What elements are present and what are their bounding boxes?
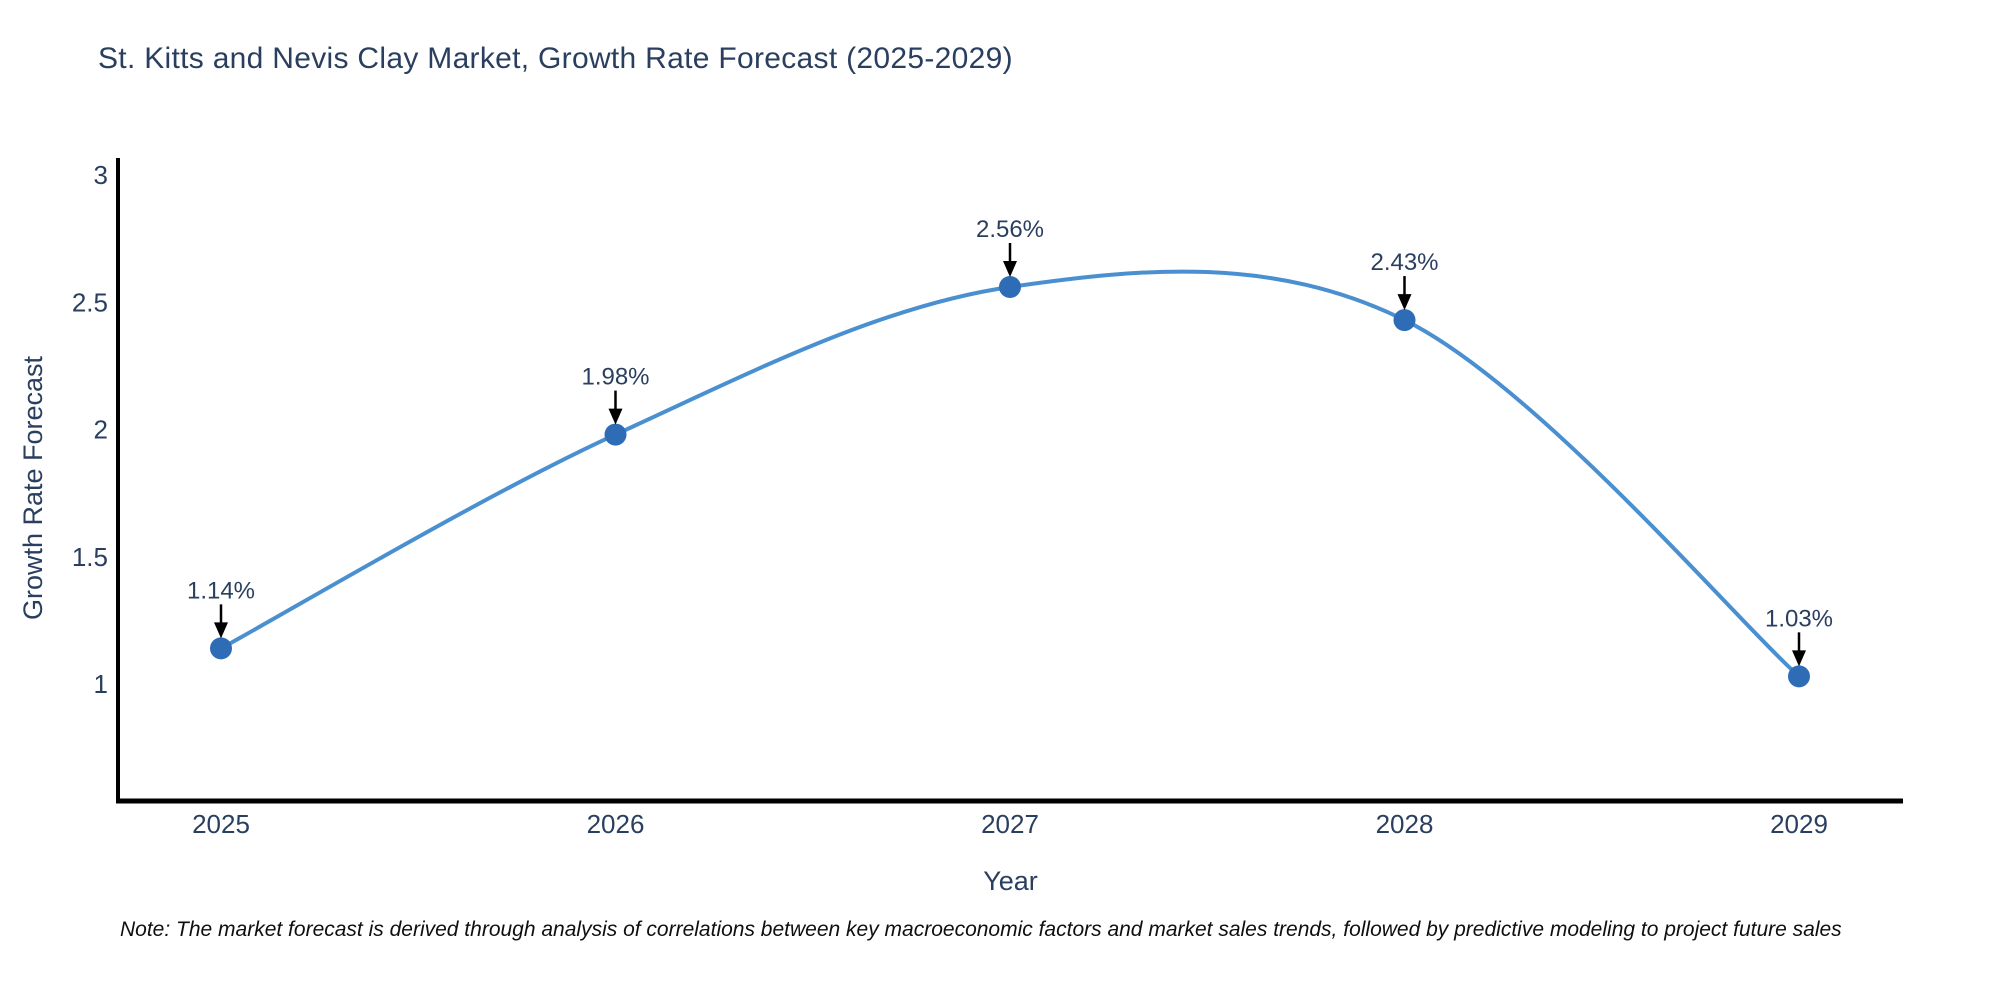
annotation-arrowhead-2025: [214, 622, 228, 639]
y-axis-title: Growth Rate Forecast: [18, 355, 48, 620]
y-tick-label-2.5: 2.5: [72, 287, 108, 317]
annotation-label-2025: 1.14%: [187, 577, 255, 604]
annotation-arrowhead-2029: [1792, 650, 1806, 667]
annotation-arrowhead-2028: [1397, 294, 1412, 311]
annotation-label-2026: 1.98%: [581, 364, 649, 391]
x-tick-label-2029: 2029: [1770, 809, 1828, 839]
data-point-2029: [1788, 665, 1810, 688]
annotation-arrowhead-2027: [1003, 260, 1017, 277]
data-point-2028: [1393, 309, 1416, 332]
y-tick-label-1: 1: [94, 669, 108, 699]
annotation-label-2029: 1.03%: [1765, 605, 1833, 632]
annotation-arrowhead-2026: [608, 408, 623, 425]
x-tick-label-2026: 2026: [587, 809, 645, 839]
data-point-2027: [999, 275, 1021, 298]
annotation-label-2027: 2.56%: [976, 216, 1044, 243]
y-tick-label-2: 2: [94, 415, 108, 445]
data-point-2026: [604, 423, 627, 446]
x-tick-label-2025: 2025: [192, 809, 250, 839]
forecast-line: [219, 269, 1801, 679]
chart-title: St. Kitts and Nevis Clay Market, Growth …: [98, 42, 1013, 75]
x-axis-title: Year: [983, 866, 1038, 896]
data-point-2025: [210, 637, 232, 660]
y-tick-label-1.5: 1.5: [72, 542, 108, 572]
x-tick-label-2027: 2027: [981, 809, 1039, 839]
footnote: Note: The market forecast is derived thr…: [120, 918, 1842, 941]
y-tick-label-3: 3: [94, 160, 108, 190]
x-tick-label-2028: 2028: [1376, 809, 1434, 839]
annotation-label-2028: 2.43%: [1370, 249, 1438, 276]
